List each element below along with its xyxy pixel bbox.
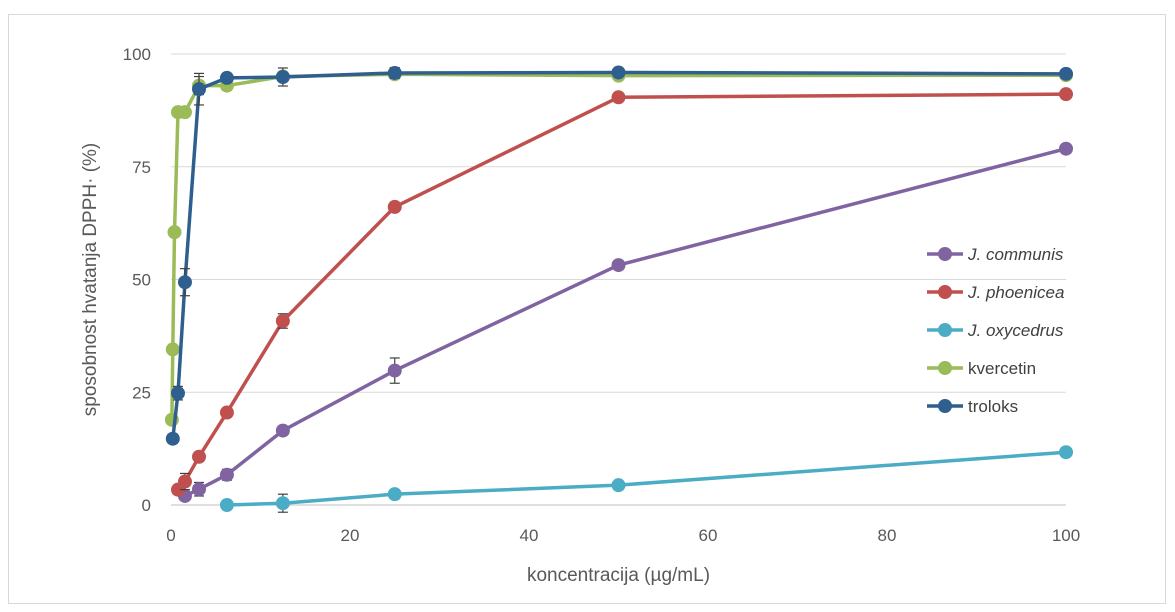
series-kvercetin: [164, 67, 1073, 427]
data-point: [177, 105, 192, 120]
data-point: [170, 386, 185, 401]
series-group: [164, 65, 1073, 513]
data-point: [275, 70, 290, 85]
axes: 0 25 50 75 100 0 20 40 60 80 100: [123, 45, 1081, 545]
data-point: [192, 449, 207, 464]
y-tick-label: 100: [123, 45, 151, 64]
data-point: [611, 258, 626, 273]
data-point: [611, 90, 626, 105]
data-point: [167, 225, 182, 240]
data-point: [611, 65, 626, 80]
gridlines: [171, 53, 1066, 393]
data-point: [219, 70, 234, 85]
series-line: [226, 450, 1067, 507]
data-point: [1059, 66, 1073, 81]
data-point: [387, 487, 402, 502]
data-point: [387, 199, 402, 214]
legend-label: J. oxycedrus: [967, 321, 1064, 340]
data-point: [1059, 87, 1073, 102]
data-point: [275, 423, 290, 438]
legend-marker: [938, 323, 952, 337]
legend-marker: [938, 361, 952, 375]
data-point: [165, 342, 180, 357]
legend-label: troloks: [968, 397, 1018, 416]
y-tick-label: 25: [132, 383, 151, 402]
y-tick-label: 0: [142, 496, 151, 515]
data-point: [219, 467, 234, 482]
x-tick-label: 20: [341, 526, 360, 545]
data-point: [177, 474, 192, 489]
x-axis-title: koncentracija (µg/mL): [527, 565, 710, 586]
legend-label: kvercetin: [968, 359, 1036, 378]
legend-label: J. communis: [967, 245, 1064, 264]
y-tick-label: 75: [132, 158, 151, 177]
legend-marker: [938, 399, 952, 413]
legend-marker: [938, 285, 952, 299]
data-point: [219, 405, 234, 420]
data-point: [177, 275, 192, 290]
data-point: [192, 82, 207, 97]
data-point: [1059, 445, 1073, 460]
x-tick-label: 60: [699, 526, 718, 545]
x-tick-label: 100: [1052, 526, 1080, 545]
y-axis-title: sposobnost hvatanja DPPH· (%): [80, 143, 101, 417]
series-j-oxycedrus: [219, 445, 1073, 513]
data-point: [165, 431, 180, 446]
legend-label: J. phoenicea: [967, 283, 1064, 302]
data-point: [387, 363, 402, 378]
series-j-communis: [177, 141, 1073, 503]
series-j-phoenicea: [170, 87, 1073, 497]
x-tick-label: 0: [166, 526, 175, 545]
data-point: [275, 313, 290, 328]
data-point: [611, 478, 626, 493]
chart-frame: [8, 14, 1166, 604]
y-tick-label: 50: [132, 271, 151, 290]
series-troloks: [165, 65, 1073, 446]
data-point: [1059, 141, 1073, 156]
data-point: [275, 496, 290, 511]
data-point: [219, 498, 234, 512]
data-point: [387, 65, 402, 80]
x-tick-label: 40: [520, 526, 539, 545]
x-tick-label: 80: [878, 526, 897, 545]
series-line: [184, 147, 1067, 498]
legend: J. communis J. phoenicea J. oxycedrus kverc…: [927, 245, 1064, 416]
data-point: [192, 482, 207, 497]
legend-marker: [938, 247, 952, 261]
